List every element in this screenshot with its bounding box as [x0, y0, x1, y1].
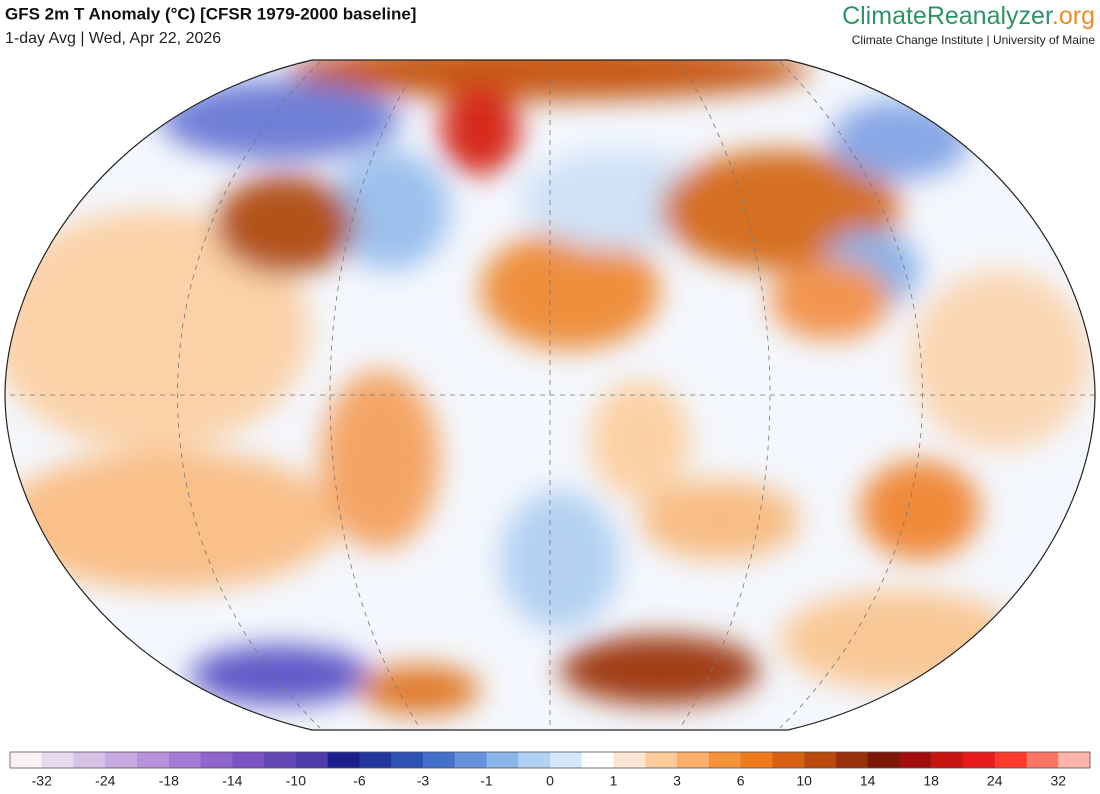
colorbar-swatch — [486, 752, 519, 768]
colorbar-swatch — [518, 752, 551, 768]
meridian — [329, 61, 421, 729]
colorbar-swatch — [708, 752, 741, 768]
colorbar-swatch — [10, 752, 43, 768]
colorbar-label: 6 — [737, 773, 745, 789]
colorbar-swatch — [41, 752, 74, 768]
map-subtitle: 1-day Avg | Wed, Apr 22, 2026 — [5, 30, 221, 47]
meridian — [177, 61, 321, 729]
colorbar-label: -6 — [353, 773, 366, 789]
anomaly-fields — [5, 60, 1090, 715]
colorbar-swatch — [804, 752, 837, 768]
colorbar-label: 10 — [796, 773, 812, 789]
colorbar-swatch — [740, 752, 773, 768]
colorbar-swatch — [962, 752, 996, 768]
colorbar-label: 32 — [1050, 773, 1066, 789]
colorbar-swatch — [613, 752, 646, 768]
colorbar-swatch — [359, 752, 392, 768]
colorbar-swatch — [327, 752, 360, 768]
colorbar-swatch — [581, 752, 614, 768]
colorbar-label: 18 — [923, 773, 939, 789]
colorbar-swatch — [391, 752, 424, 768]
colorbar: -32 -24 -18 -14 -10 -6 -3 -1 0 1 3 6 10 14 18 24 32 — [9, 751, 1091, 789]
colorbar-label: 14 — [860, 773, 876, 789]
colorbar-label: -18 — [159, 773, 179, 789]
colorbar-label: -10 — [286, 773, 306, 789]
logo-name: ClimateReanalyzer — [842, 2, 1053, 30]
colorbar-swatch — [105, 752, 138, 768]
colorbar-swatch — [73, 752, 106, 768]
colorbar-swatch — [645, 752, 678, 768]
colorbar-swatch — [422, 752, 456, 768]
colorbar-label: -1 — [480, 773, 493, 789]
colorbar-label: 0 — [546, 773, 554, 789]
logo: ClimateReanalyzer.org — [842, 2, 1095, 30]
colorbar-swatch — [232, 752, 265, 768]
meridian — [779, 61, 923, 729]
colorbar-swatch — [899, 752, 932, 768]
colorbar-swatch — [931, 752, 964, 768]
colorbar-label: -32 — [32, 773, 52, 789]
colorbar-label: 1 — [610, 773, 618, 789]
colorbar-swatch — [772, 752, 805, 768]
colorbar-swatch — [1058, 752, 1091, 768]
colorbar-label: -3 — [417, 773, 430, 789]
colorbar-swatch — [137, 752, 170, 768]
meridian — [679, 61, 771, 729]
colorbar-label: -14 — [222, 773, 242, 789]
colorbar-swatch — [168, 752, 201, 768]
tagline: Climate Change Institute | University of… — [852, 33, 1096, 47]
map-title: GFS 2m T Anomaly (°C) [CFSR 1979-2000 ba… — [5, 4, 416, 23]
colorbar-swatch — [264, 752, 297, 768]
colorbar-swatch — [454, 752, 487, 768]
colorbar-frame — [9, 751, 1091, 769]
colorbar-swatch — [835, 752, 868, 768]
colorbar-swatch — [200, 752, 233, 768]
logo-suffix: .org — [1052, 2, 1095, 30]
colorbar-swatch — [550, 752, 583, 768]
colorbar-swatch — [867, 752, 900, 768]
colorbar-swatch — [295, 752, 328, 768]
colorbar-swatch — [1026, 752, 1059, 768]
colorbar-label: -24 — [95, 773, 115, 789]
graticule — [5, 60, 1095, 730]
colorbar-swatch — [994, 752, 1027, 768]
colorbar-label: 24 — [987, 773, 1003, 789]
colorbar-swatch — [677, 752, 710, 768]
colorbar-label: 3 — [673, 773, 681, 789]
map-outline — [4, 59, 1096, 731]
anomaly-map — [5, 60, 1095, 730]
